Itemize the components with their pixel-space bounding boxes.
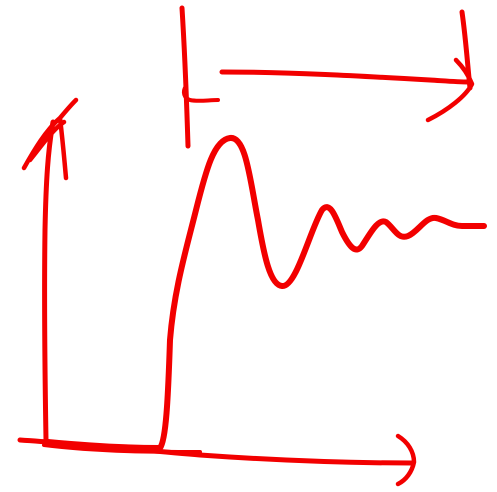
x-axis-line-double <box>42 443 202 454</box>
red-ink-strokes <box>17 5 487 487</box>
settling-marker-horizontal-line <box>219 69 471 85</box>
settling-marker-left-hook <box>181 84 220 103</box>
y-axis-arrowhead-icon <box>21 97 79 181</box>
y-axis-line <box>42 119 56 443</box>
settling-marker-left-tick <box>179 5 191 149</box>
x-axis-arrowhead-icon <box>395 433 417 487</box>
step-response-curve <box>45 135 487 451</box>
settling-marker-arrowhead-icon <box>425 57 475 123</box>
